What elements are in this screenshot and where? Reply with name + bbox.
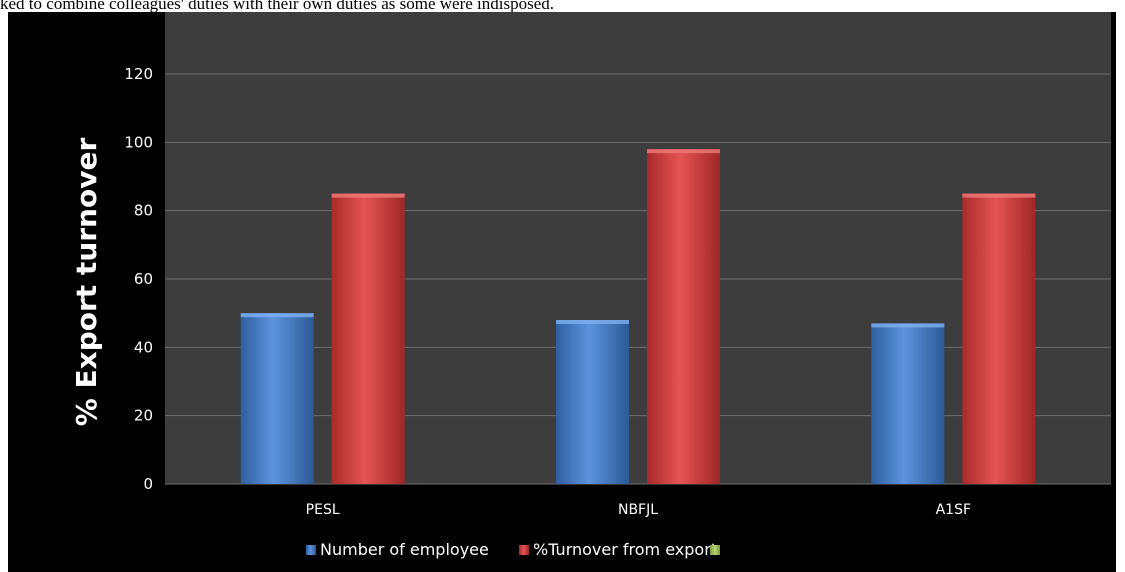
legend-swatch (306, 545, 316, 555)
plot-area (165, 12, 1111, 484)
bar-top-highlight (871, 323, 945, 328)
bar-number-of-employee-nbfjl (556, 320, 629, 484)
bar-top-highlight (556, 320, 629, 324)
y-axis-ticks: 0 20 40 60 80 100 120 (124, 65, 153, 493)
bar-number-of-employee-pesl (240, 313, 314, 484)
gridlines (165, 73, 1111, 485)
bar-top-highlight (962, 193, 1036, 198)
legend: Number of employee %Turnover from export (306, 540, 720, 559)
y-axis-label: % Export turnover (70, 138, 103, 427)
body-text-line: ked to combine colleagues' duties with t… (0, 0, 555, 13)
legend-swatch (519, 545, 529, 555)
y-tick-label: 80 (134, 202, 153, 220)
y-tick-label: 0 (143, 475, 153, 493)
y-tick-label: 100 (124, 133, 153, 151)
y-tick-label: 40 (134, 338, 153, 356)
x-category-label: PESL (306, 502, 340, 518)
legend-swatch (710, 545, 720, 555)
bar-chart: 0 20 40 60 80 100 120 PESL NBFJL A1SF % Export t… (70, 12, 1111, 559)
bar-top-highlight (647, 149, 720, 154)
y-tick-label: 60 (134, 270, 153, 288)
y-tick-label: 20 (134, 407, 153, 425)
chart-container: 0 20 40 60 80 100 120 PESL NBFJL A1SF % Export t… (8, 12, 1116, 572)
bar-number-of-employee-a1sf (871, 323, 945, 484)
bar--turnover-from-export-a1sf (962, 193, 1036, 485)
bar-top-highlight (331, 193, 405, 198)
legend-label: %Turnover from export (533, 540, 717, 559)
category-labels: PESL NBFJL A1SF (306, 502, 971, 518)
y-tick-label: 120 (124, 65, 153, 83)
bar-top-highlight (240, 313, 314, 318)
x-category-label: NBFJL (618, 502, 658, 518)
bar--turnover-from-export-nbfjl (647, 149, 720, 484)
bar--turnover-from-export-pesl (331, 193, 405, 485)
legend-label: Number of employee (320, 540, 489, 559)
bars (240, 149, 1036, 485)
x-category-label: A1SF (936, 502, 971, 518)
